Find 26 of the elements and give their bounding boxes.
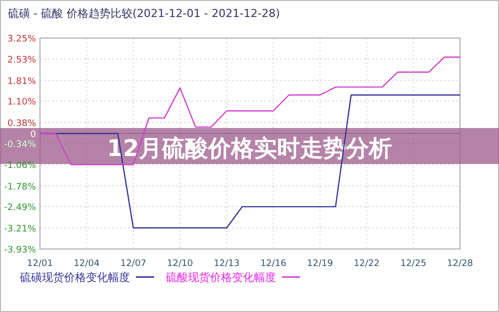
x-tick-label: 12/22: [354, 259, 380, 269]
x-tick-label: 12/19: [307, 259, 334, 269]
y-tick-label: 1.10%: [7, 98, 36, 108]
y-tick-label: -2.49%: [4, 203, 36, 214]
y-tick-label: 2.53%: [7, 56, 36, 66]
x-tick-label: 12/01: [27, 259, 53, 269]
x-tick-label: 12/04: [74, 259, 100, 269]
x-tick-label: 12/16: [260, 259, 287, 269]
x-tick-label: 12/07: [120, 259, 146, 269]
legend-label: 硫酸现货价格变化幅度: [166, 271, 276, 284]
y-tick-label: -0.34%: [4, 140, 36, 150]
y-tick-label: 0.38%: [7, 118, 36, 129]
y-tick-label: 3.25%: [7, 34, 36, 44]
chart-title: 硫磺 - 硫酸 价格趋势比较(2021-12-01 - 2021-12-28): [8, 7, 280, 20]
x-tick-label: 12/10: [167, 259, 194, 269]
x-tick-label: 12/25: [400, 259, 426, 269]
y-tick-label: -3.93%: [4, 246, 36, 256]
legend-label: 硫磺现货价格变化幅度: [20, 271, 130, 284]
y-tick-label: 0: [30, 130, 36, 140]
x-tick-label: 12/28: [447, 259, 474, 269]
line-series: [39, 56, 461, 166]
y-tick-label: -1.78%: [4, 182, 36, 192]
y-tick-label: -3.21%: [4, 224, 36, 234]
y-tick-label: -1.06%: [4, 161, 36, 172]
y-tick-label: 1.81%: [7, 76, 36, 87]
x-tick-label: 12/13: [214, 259, 240, 269]
